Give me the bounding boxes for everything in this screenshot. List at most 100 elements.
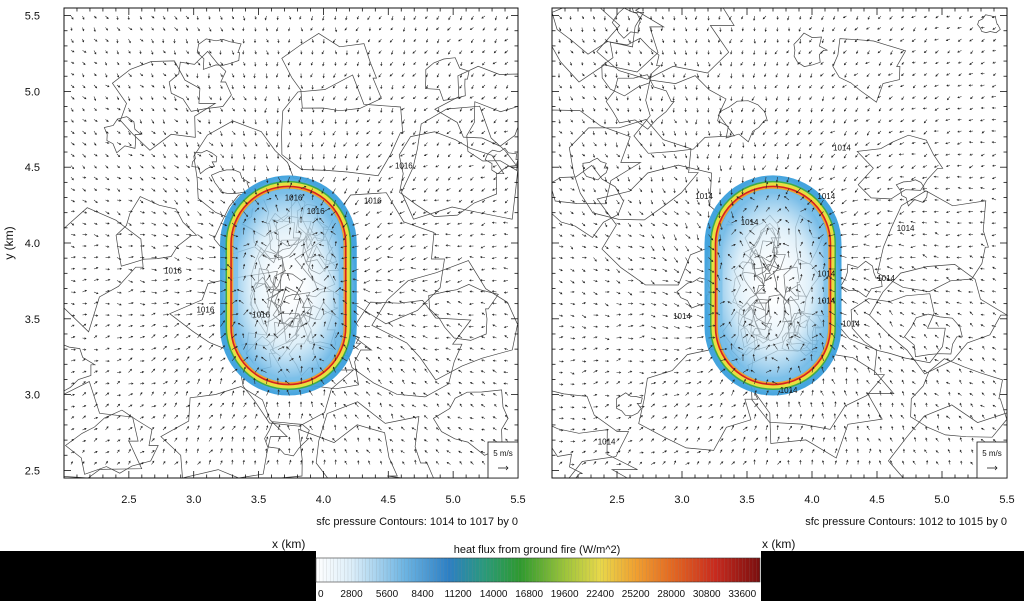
wind-vector — [754, 413, 757, 419]
wind-vector — [139, 371, 145, 374]
wind-vector — [368, 96, 372, 101]
wind-vector — [82, 73, 85, 78]
wind-vector — [387, 289, 394, 293]
wind-vector — [899, 130, 905, 133]
wind-vector — [762, 289, 767, 293]
wind-vector — [481, 96, 486, 100]
wind-vector — [128, 96, 131, 102]
wind-vector — [593, 245, 599, 249]
wind-vector — [306, 312, 313, 316]
wind-vector — [604, 211, 609, 215]
wind-vector — [287, 424, 290, 431]
wind-vector — [481, 222, 486, 227]
wind-vector — [434, 313, 440, 316]
wind-vector — [422, 289, 428, 293]
wind-vector — [422, 325, 428, 329]
wind-vector — [379, 448, 382, 454]
wind-vector — [447, 61, 451, 66]
wind-vector — [321, 96, 325, 102]
wind-vector — [185, 257, 193, 261]
wind-vector — [288, 401, 291, 408]
wind-vector — [333, 96, 336, 100]
wind-vector — [300, 377, 303, 385]
wind-vector — [220, 234, 227, 237]
wind-vector — [878, 332, 882, 339]
wind-vector — [936, 379, 939, 385]
wind-vector — [742, 436, 746, 442]
wind-vector — [447, 392, 451, 396]
contour-line — [568, 118, 699, 221]
wind-vector — [208, 245, 216, 249]
wind-vector — [105, 222, 110, 225]
wind-vector — [830, 130, 836, 134]
wind-vector — [320, 231, 325, 235]
wind-vector — [616, 27, 619, 31]
wind-vector — [174, 278, 180, 282]
wind-vector — [368, 460, 371, 465]
wind-vector — [593, 461, 597, 465]
wind-vector — [616, 381, 621, 385]
wind-vector — [491, 302, 497, 305]
wind-vector — [842, 84, 847, 88]
wind-vector — [378, 15, 382, 20]
wind-vector — [400, 391, 405, 396]
wind-vector — [707, 142, 710, 148]
wind-vector — [424, 450, 428, 454]
wind-vector — [673, 426, 678, 431]
wind-vector — [730, 27, 733, 32]
wind-vector — [162, 211, 167, 215]
wind-vector — [220, 38, 223, 43]
wind-vector — [196, 38, 200, 44]
wind-vector — [196, 448, 199, 454]
wind-vector — [923, 15, 928, 18]
wind-vector — [708, 356, 713, 362]
wind-vector — [93, 61, 98, 64]
wind-vector — [798, 50, 801, 55]
wind-vector — [696, 405, 703, 408]
wind-vector — [423, 199, 428, 202]
wind-vector — [266, 165, 269, 172]
wind-vector — [822, 378, 825, 385]
wind-vector — [833, 366, 836, 373]
wind-vector — [811, 311, 818, 316]
wind-vector — [185, 84, 190, 88]
wind-vector — [105, 141, 110, 145]
wind-vector — [300, 310, 305, 316]
wind-vector — [799, 38, 802, 44]
wind-vector — [604, 27, 608, 32]
wind-vector — [287, 73, 290, 78]
wind-vector — [558, 15, 562, 20]
wind-vector — [774, 84, 778, 88]
wind-vector — [343, 142, 348, 147]
wind-vector — [731, 220, 738, 224]
wind-vector — [93, 256, 99, 259]
wind-vector — [878, 356, 882, 362]
wind-vector — [886, 187, 893, 190]
wind-vector — [818, 176, 824, 180]
contour-label: 1016 — [307, 207, 325, 216]
wind-vector — [174, 84, 177, 89]
wind-vector — [627, 61, 630, 66]
wind-vector — [800, 343, 805, 350]
wind-vector — [570, 50, 574, 54]
wind-vector — [220, 289, 227, 293]
wind-vector — [777, 194, 780, 201]
wind-vector — [992, 404, 997, 408]
wind-vector — [139, 119, 142, 124]
wind-vector — [116, 84, 121, 88]
wind-vector — [253, 377, 256, 385]
wind-vector — [116, 257, 122, 260]
wind-vector — [901, 73, 905, 76]
wind-vector — [423, 130, 428, 134]
wind-vector — [731, 244, 736, 247]
wind-vector — [367, 188, 371, 194]
wind-vector — [764, 107, 767, 113]
wind-vector — [844, 355, 847, 362]
wind-vector — [277, 346, 285, 350]
wind-vector — [70, 393, 75, 396]
wind-vector — [174, 268, 181, 271]
wind-vector — [581, 314, 587, 318]
wind-vector — [749, 197, 755, 201]
wind-vector — [139, 450, 145, 454]
wind-vector — [777, 218, 782, 224]
